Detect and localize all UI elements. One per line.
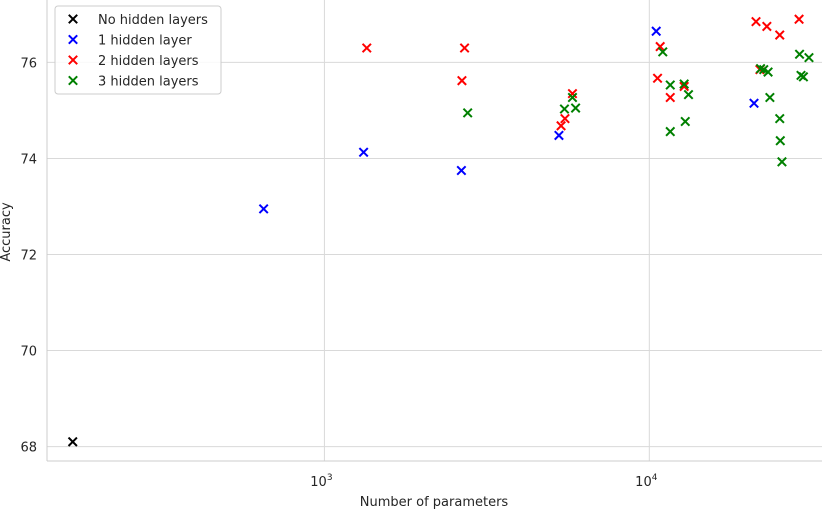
data-point: [67, 436, 78, 447]
legend-label: 2 hidden layers: [98, 54, 199, 69]
x-tick-label: 104: [635, 473, 658, 490]
data-point: [763, 67, 773, 77]
legend-marker-icon: [68, 14, 78, 24]
legend-label: No hidden layers: [98, 13, 208, 28]
data-point: [775, 135, 786, 146]
data-point: [567, 92, 578, 103]
data-point: [462, 107, 473, 118]
data-point: [554, 130, 564, 141]
legend-box: [54, 5, 222, 95]
data-point: [655, 41, 666, 52]
y-axis-title: Accuracy: [0, 202, 14, 262]
data-point: [459, 43, 470, 53]
data-point: [777, 156, 787, 167]
data-point: [457, 75, 467, 86]
data-point: [761, 21, 772, 32]
legend: No hidden layers 1 hidden layer 2 hidden l…: [54, 5, 222, 95]
y-tick-label: 72: [20, 249, 37, 264]
data-point: [665, 92, 676, 103]
data-point: [680, 116, 691, 127]
data-point: [683, 89, 694, 100]
x-tick-label: 103: [310, 473, 332, 490]
data-point: [559, 104, 570, 114]
data-point: [794, 14, 804, 25]
data-point: [679, 81, 690, 92]
data-point: [651, 26, 662, 37]
data-point: [798, 71, 809, 82]
data-point: [361, 43, 372, 53]
legend-item: No hidden layers: [68, 13, 208, 28]
axes: 68 70 72 74 76 103 104: [20, 0, 822, 490]
data-point: [794, 49, 805, 60]
y-tick-label: 76: [20, 56, 37, 71]
data-point: [258, 203, 269, 214]
x-axis-title: Number of parameters: [360, 495, 509, 509]
legend-item: 2 hidden layers: [68, 54, 199, 69]
legend-item: 1 hidden layer: [68, 34, 192, 49]
data-points: [67, 14, 814, 447]
data-point: [749, 98, 759, 109]
data-point: [657, 46, 668, 57]
legend-item: 3 hidden layers: [68, 75, 199, 90]
data-point: [751, 16, 761, 27]
data-point: [560, 113, 570, 124]
data-point: [774, 30, 785, 40]
data-point: [665, 80, 676, 90]
data-point: [567, 88, 578, 99]
data-point: [764, 92, 775, 103]
data-point: [556, 120, 566, 131]
data-point: [652, 73, 663, 84]
data-point: [774, 113, 785, 124]
data-point: [456, 165, 467, 176]
legend-label: 1 hidden layer: [98, 34, 192, 49]
data-point: [804, 52, 814, 63]
y-tick-label: 74: [20, 152, 37, 167]
data-point: [665, 126, 676, 137]
data-point: [358, 147, 369, 158]
y-tick-label: 68: [20, 441, 37, 456]
legend-marker-icon: [68, 75, 78, 86]
legend-marker-icon: [68, 34, 78, 45]
legend-label: 3 hidden layers: [98, 75, 199, 90]
data-point: [570, 103, 581, 113]
legend-marker-icon: [68, 55, 78, 65]
y-tick-label: 70: [20, 345, 37, 360]
data-point: [755, 63, 766, 74]
data-point: [679, 79, 690, 89]
